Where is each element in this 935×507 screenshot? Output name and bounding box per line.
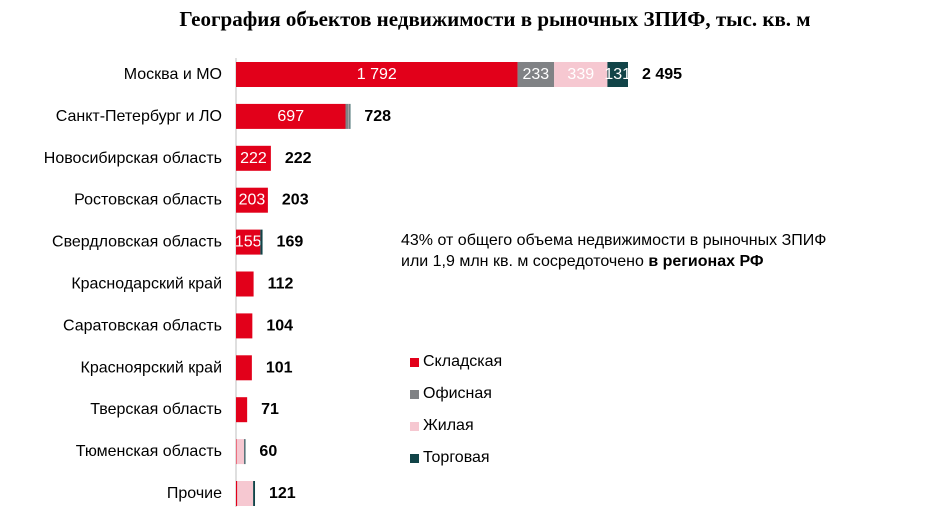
segment-label: 155: [235, 234, 262, 251]
bar-segment: [244, 439, 246, 465]
bar-segment: [348, 103, 350, 129]
legend-swatch: [410, 421, 419, 431]
legend: Складская Офисная Жилая Торговая: [410, 346, 502, 474]
bar-segment: [236, 313, 253, 339]
bar-segment: [349, 103, 351, 129]
bar-segment: [236, 103, 346, 129]
annotation-line-2-prefix: или 1,9 млн кв. м сосредоточено: [401, 253, 649, 270]
legend-swatch: [410, 453, 419, 463]
bar-segment: [260, 229, 263, 255]
annotation-line-2-bold: в регионах РФ: [648, 253, 764, 270]
total-label: 203: [282, 192, 309, 209]
legend-label: Торговая: [423, 449, 490, 466]
bar-segment: [236, 145, 271, 171]
legend-swatch: [410, 357, 419, 367]
category-label: Красноярский край: [81, 359, 222, 376]
segment-label: 233: [523, 66, 550, 83]
bar-segment: [236, 229, 261, 255]
category-label: Тверская область: [90, 401, 222, 418]
legend-item: Жилая: [410, 410, 502, 442]
total-label: 71: [261, 401, 279, 418]
segment-label: 1 792: [357, 66, 397, 83]
bar-segment: [236, 355, 252, 381]
total-label: 101: [266, 359, 293, 376]
bar-segment: [236, 187, 268, 213]
category-label: Краснодарский край: [71, 276, 222, 293]
total-label: 104: [266, 317, 293, 334]
category-label: Прочие: [167, 485, 222, 502]
bar-segment: [517, 62, 555, 87]
legend-label: Складская: [423, 353, 503, 370]
total-label: 121: [269, 485, 296, 502]
segment-label: 203: [239, 192, 266, 209]
annotation-line-1: 43% от общего объема недвижимости в рыно…: [401, 232, 827, 249]
total-label: 222: [285, 150, 312, 167]
legend-item: Складская: [410, 346, 502, 378]
category-label: Новосибирская область: [44, 150, 222, 167]
bar-segment: [345, 103, 349, 129]
annotation-line-2: или 1,9 млн кв. м сосредоточено в регион…: [401, 251, 921, 272]
chart-title: География объектов недвижимости в рыночн…: [179, 7, 811, 31]
segment-label: 222: [240, 150, 267, 167]
legend-label: Офисная: [423, 385, 492, 402]
segment-label: 697: [277, 108, 304, 125]
bar-segment: [253, 481, 256, 506]
bar-segment: [236, 62, 518, 87]
total-label: 169: [277, 234, 304, 251]
segment-label: 339: [567, 66, 594, 83]
bar-segment: [236, 397, 248, 423]
total-label: 60: [259, 443, 277, 460]
legend-item: Офисная: [410, 378, 502, 410]
bar-segment: [236, 481, 238, 506]
category-label: Тюменская область: [76, 443, 222, 460]
annotation: 43% от общего объема недвижимости в рыно…: [401, 230, 921, 272]
total-label: 112: [268, 276, 294, 293]
segment-label: 131: [604, 66, 631, 83]
bar-segment: [237, 481, 254, 506]
bar-segment: [236, 271, 254, 297]
category-label: Саратовская область: [63, 317, 222, 334]
total-label: 728: [364, 108, 391, 125]
bar-segment: [554, 62, 608, 87]
bar-segment: [236, 439, 245, 465]
category-label: Санкт-Петербург и ЛО: [56, 108, 222, 125]
legend-swatch: [410, 389, 419, 399]
legend-label: Жилая: [423, 417, 474, 434]
category-label: Москва и МО: [124, 66, 222, 83]
bar-segment: [607, 62, 628, 87]
category-label: Ростовская область: [74, 192, 222, 209]
total-label: 2 495: [642, 66, 682, 83]
category-label: Свердловская область: [52, 234, 222, 251]
legend-item: Торговая: [410, 442, 502, 474]
